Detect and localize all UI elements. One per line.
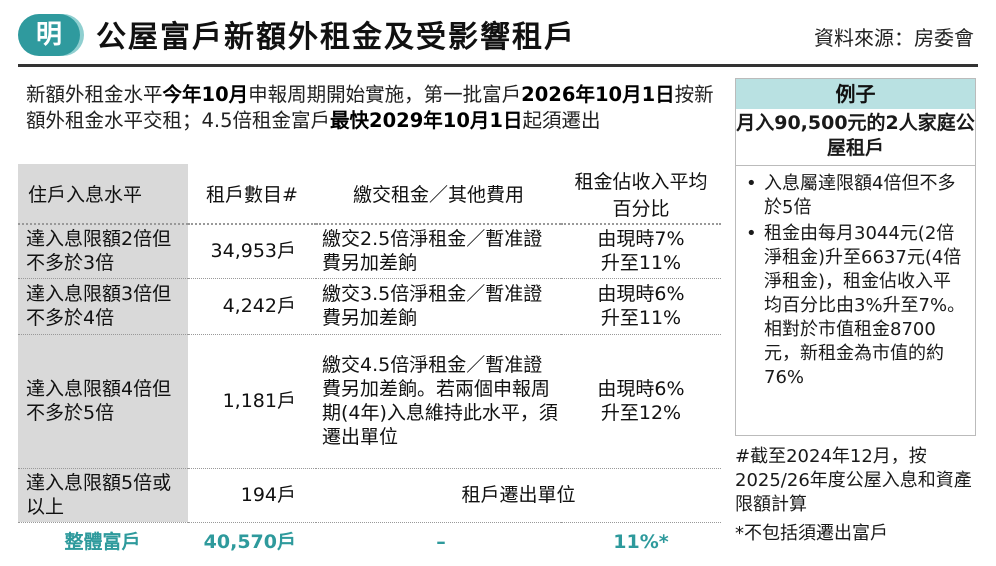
page-title: 公屋富戶新額外租金及受影響租戶 xyxy=(96,20,576,55)
example-list: • 入息屬達限額4倍但不多於5倍 • 租金由每月3044元(2倍淨租金)升至6637… xyxy=(736,166,975,390)
intro-text-2: 申報周期開始實施，第一批富戶 xyxy=(248,83,522,106)
rent-ratio-cell: 由現時6% 升至11% xyxy=(561,278,721,335)
rent-fee-cell: 繳交2.5倍淨租金／暫准證費另加差餉 xyxy=(316,224,561,279)
household-count-cell: 1,181戶 xyxy=(188,334,316,469)
example-subtitle: 月入90,500元的2人家庭公屋租戶 xyxy=(736,109,975,166)
header-income-level: 住戶入息水平 xyxy=(18,164,188,225)
intro-text-3: 按新額外租金水平交租；4.5倍租金富戶 xyxy=(26,83,714,132)
table-row: 達入息限額2倍但不多於3倍 34,953戶 繳交2.5倍淨租金／暫准證費另加差餉… xyxy=(18,224,721,279)
rent-fee-cell: 繳交4.5倍淨租金／暫准證費另加差餉。若兩個申報周期(4年)入息維持此水平，須遷… xyxy=(316,334,561,469)
source-label: 資料來源：房委會 xyxy=(814,26,974,50)
income-level-cell: 達入息限額2倍但不多於3倍 xyxy=(18,224,188,279)
list-item: • 租金由每月3044元(2倍淨租金)升至6637元(4倍淨租金)，租金佔收入平均… xyxy=(746,222,969,390)
example-box: 例子 月入90,500元的2人家庭公屋租戶 • 入息屬達限額4倍但不多於5倍 • 租… xyxy=(735,78,976,436)
footnote-hash: #截至2024年12月，按2025/26年度公屋入息和資產限額計算 xyxy=(735,446,972,515)
household-count-cell: 34,953戶 xyxy=(188,224,316,279)
rent-fee-cell: 繳交3.5倍淨租金／暫准證費另加差餉 xyxy=(316,278,561,335)
table-header-row: 住戶入息水平 租戶數目# 繳交租金／其他費用 租金佔收入平均百分比 xyxy=(18,164,721,225)
header-rent-fee: 繳交租金／其他費用 xyxy=(316,164,561,225)
header: 明 公屋富戶新額外租金及受影響租戶 資料來源：房委會 xyxy=(0,0,996,64)
logo: 明 xyxy=(18,14,80,56)
ratio-to: 升至11% xyxy=(600,307,682,329)
intro-paragraph: 新額外租金水平今年10月申報周期開始實施，第一批富戶2026年10月1日按新額外… xyxy=(26,82,721,134)
bullet-icon: • xyxy=(746,223,757,244)
list-item: • 入息屬達限額4倍但不多於5倍 xyxy=(746,172,969,220)
table-total-row: 整體富戶 40,570戶 – 11%* xyxy=(18,522,721,561)
income-level-cell: 達入息限額4倍但不多於5倍 xyxy=(18,334,188,469)
example-title: 例子 xyxy=(736,79,975,109)
ratio-from: 由現時6% xyxy=(597,378,685,400)
bullet-icon: • xyxy=(746,173,757,194)
footnote-star: *不包括須遷出富戶 xyxy=(735,523,888,544)
header-household-count: 租戶數目# xyxy=(188,164,316,225)
intro-text-1: 新額外租金水平 xyxy=(26,83,163,106)
table-row: 達入息限額3倍但不多於4倍 4,242戶 繳交3.5倍淨租金／暫准證費另加差餉 … xyxy=(18,278,721,335)
total-ratio: 11%* xyxy=(613,530,669,553)
total-label: 整體富戶 xyxy=(18,522,188,561)
ratio-from: 由現時7% xyxy=(597,228,685,251)
header-rent-ratio: 租金佔收入平均百分比 xyxy=(561,164,721,225)
list-item-text: 租金由每月3044元(2倍淨租金)升至6637元(4倍淨租金)，租金佔收入平均百… xyxy=(764,223,966,388)
income-level-cell: 達入息限額5倍或以上 xyxy=(18,468,188,523)
income-level-cell: 達入息限額3倍但不多於4倍 xyxy=(18,278,188,335)
household-count-cell: 4,242戶 xyxy=(188,278,316,335)
ratio-to: 升至12% xyxy=(600,402,682,424)
ratio-from: 由現時6% xyxy=(597,283,685,305)
total-fee: – xyxy=(436,530,446,553)
table-row: 達入息限額4倍但不多於5倍 1,181戶 繳交4.5倍淨租金／暫准證費另加差餉。… xyxy=(18,334,721,469)
title-divider xyxy=(18,64,978,67)
household-count-cell: 194戶 xyxy=(188,468,316,523)
rent-ratio-cell: 由現時6% 升至12% xyxy=(561,334,721,469)
intro-text-4: 起須遷出 xyxy=(522,109,601,132)
intro-bold-3: 最快2029年10月1日 xyxy=(330,109,523,132)
ratio-to: 升至11% xyxy=(600,252,682,275)
list-item-text: 入息屬達限額4倍但不多於5倍 xyxy=(764,173,956,218)
table-row: 達入息限額5倍或以上 194戶 租戶遷出單位 xyxy=(18,468,721,523)
rent-fee-cell: 租戶遷出單位 xyxy=(316,468,721,523)
rent-ratio-cell: 由現時7% 升至11% xyxy=(561,224,721,279)
intro-bold-2: 2026年10月1日 xyxy=(521,83,675,106)
total-count: 40,570戶 xyxy=(203,530,296,553)
rent-table: 住戶入息水平 租戶數目# 繳交租金／其他費用 租金佔收入平均百分比 達入息限額2… xyxy=(18,164,721,561)
intro-bold-1: 今年10月 xyxy=(162,83,249,106)
